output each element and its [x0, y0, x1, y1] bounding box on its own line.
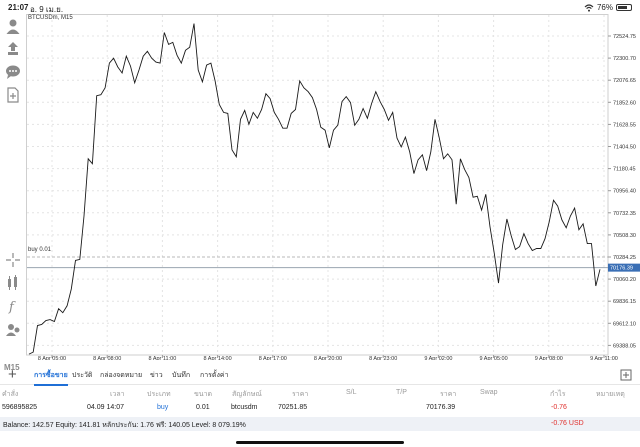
trade-icon[interactable]: [5, 41, 21, 57]
header-order: คำสั่ง: [2, 391, 19, 398]
y-tick-label: 71852.60: [613, 100, 636, 106]
chart-canvas[interactable]: 72524.75 72300.70 72076.65 71852.60 71628.55…: [26, 14, 640, 362]
header-symbol: สัญลักษณ์: [232, 391, 262, 398]
header-sl: S/L: [346, 389, 357, 396]
header-tp: T/P: [396, 389, 407, 396]
plot-frame: [26, 14, 609, 356]
x-tick-label: 9 Apr 02:00: [424, 356, 452, 360]
cell-price[interactable]: 70251.85: [278, 404, 308, 411]
battery-icon: [616, 4, 632, 11]
y-tick-label: 72076.65: [613, 78, 636, 84]
tab-settings[interactable]: การตั้งค่า: [200, 372, 229, 379]
status-bar: 21:07 อ. 9 เม.ย. 76%: [0, 0, 640, 14]
header-type: ประเภท: [147, 391, 171, 398]
header-comment: หมายเหตุ: [596, 391, 625, 398]
wifi-icon: [584, 3, 594, 12]
x-tick-label: 9 Apr 11:00: [590, 356, 618, 360]
tab-journal[interactable]: บันทึก: [172, 372, 191, 379]
cell-symbol[interactable]: btcusdm: [231, 404, 258, 411]
price-chart[interactable]: 72524.75 72300.70 72076.65 71852.60 71628.55…: [26, 14, 640, 362]
header-time: เวลา: [110, 391, 125, 398]
y-tick-label: 70060.20: [613, 277, 636, 283]
header-profit: กำไร: [550, 391, 566, 398]
balance-profit: -0.76 USD: [551, 420, 584, 427]
current-price-tag: [608, 263, 640, 272]
left-toolbar: f M15: [0, 14, 26, 372]
header-price: ราคา: [292, 391, 309, 398]
x-tick-label: 8 Apr 05:00: [38, 356, 66, 360]
status-time: 21:07: [8, 3, 29, 12]
battery-percent: 76%: [596, 3, 613, 12]
y-tick-label: 71180.45: [613, 167, 636, 173]
expand-icon[interactable]: [620, 369, 632, 381]
x-tick-label: 8 Apr 14:00: [204, 356, 232, 360]
y-tick-label: 70284.25: [613, 255, 636, 261]
y-tick-label: 71404.50: [613, 145, 636, 151]
status-right: 76%: [584, 3, 632, 12]
y-tick-label: 70508.30: [613, 233, 636, 239]
svg-text:f: f: [8, 300, 16, 314]
bottom-tabs: + การซื้อขาย ประวัติ กล่องจดหมาย ข่าว บั…: [0, 365, 640, 386]
header-size: ขนาด: [194, 391, 213, 398]
x-tick-label: 8 Apr 20:00: [314, 356, 342, 360]
balance-bar: Balance: 142.57 Equity: 141.81 หลักประกั…: [0, 417, 640, 431]
x-tick-label: 9 Apr 05:00: [480, 356, 508, 360]
y-tick-label: 70732.35: [613, 211, 636, 217]
header-current-price: ราคา: [440, 391, 457, 398]
cell-time[interactable]: 04.09 14:07: [87, 404, 124, 411]
x-tick-label: 9 Apr 08:00: [535, 356, 563, 360]
symbol-label: BTCUSDm, M15: [28, 15, 73, 21]
chat-icon[interactable]: [5, 64, 21, 80]
crosshair-icon[interactable]: [5, 252, 21, 268]
cell-size[interactable]: 0.01: [196, 404, 210, 411]
header-swap: Swap: [480, 389, 498, 396]
status-date: อ. 9 เม.ย.: [30, 5, 64, 14]
y-tick-label: 71628.55: [613, 122, 636, 128]
current-price-text: 70176.39: [610, 266, 633, 272]
timeframe-label[interactable]: M15: [4, 363, 20, 372]
y-tick-label: 69612.10: [613, 321, 636, 327]
balance-text: Balance: 142.57 Equity: 141.81 หลักประกั…: [3, 422, 246, 429]
add-icon[interactable]: +: [8, 366, 17, 383]
cell-current-price[interactable]: 70176.39: [426, 404, 456, 411]
tab-history[interactable]: ประวัติ: [72, 372, 93, 379]
y-tick-label: 70956.40: [613, 189, 636, 195]
tab-news[interactable]: ข่าว: [150, 372, 163, 379]
cell-order[interactable]: 596895825: [2, 404, 38, 411]
x-tick-label: 8 Apr 08:00: [93, 356, 121, 360]
x-tick-label: 8 Apr 23:00: [369, 356, 397, 360]
function-icon[interactable]: f: [5, 298, 21, 314]
x-tick-label: 8 Apr 11:00: [149, 356, 177, 360]
objects-icon[interactable]: [5, 321, 21, 337]
x-tick-label: 8 Apr 17:00: [259, 356, 287, 360]
price-series-line: [28, 23, 601, 355]
tab-mailbox[interactable]: กล่องจดหมาย: [100, 372, 143, 379]
new-document-icon[interactable]: [5, 87, 21, 103]
order-label: buy 0.01: [28, 247, 52, 253]
cell-type[interactable]: buy: [157, 404, 169, 411]
y-tick-label: 69836.15: [613, 299, 636, 305]
user-icon[interactable]: [5, 18, 21, 34]
indicators-icon[interactable]: [5, 275, 21, 291]
cell-profit[interactable]: -0.76: [551, 404, 567, 411]
home-indicator: [236, 441, 404, 444]
y-tick-label: 72524.75: [613, 34, 636, 40]
y-tick-label: 72300.70: [613, 56, 636, 62]
y-tick-label: 69388.05: [613, 343, 636, 349]
tab-trade[interactable]: การซื้อขาย: [34, 372, 68, 386]
